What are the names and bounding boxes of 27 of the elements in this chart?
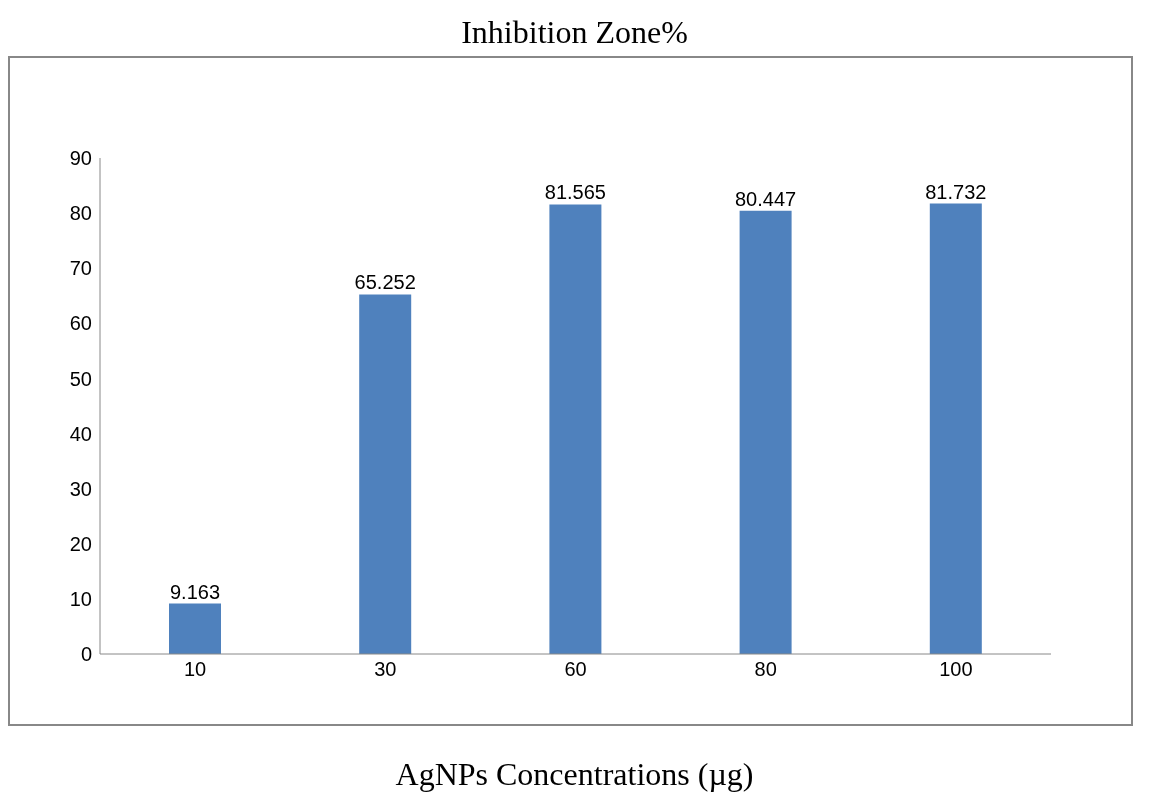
bar xyxy=(549,204,602,654)
y-tick-label: 40 xyxy=(69,422,92,445)
data-label: 9.163 xyxy=(169,580,221,603)
data-label: 81.565 xyxy=(544,181,606,204)
data-label: 65.252 xyxy=(354,271,416,294)
y-tick-label: 50 xyxy=(69,367,92,390)
y-tick-label: 90 xyxy=(69,147,92,170)
y-tick-label: 10 xyxy=(69,587,92,610)
chart-title: Inhibition Zone% xyxy=(460,13,689,52)
x-tick-label: 100 xyxy=(939,658,973,681)
x-axis-title: AgNPs Concentrations (µg) xyxy=(394,756,755,793)
bar xyxy=(169,603,221,654)
data-label: 81.732 xyxy=(925,180,987,203)
data-label: 80.447 xyxy=(735,187,797,210)
y-tick-label: 60 xyxy=(69,312,92,335)
x-tick-label: 10 xyxy=(183,658,207,681)
y-tick-label: 0 xyxy=(80,643,92,666)
y-tick-label: 70 xyxy=(69,257,92,280)
bar xyxy=(739,210,792,654)
x-tick-label: 80 xyxy=(754,658,777,681)
y-tick-label: 20 xyxy=(69,532,92,555)
y-tick-label: 80 xyxy=(69,202,92,225)
x-tick-label: 30 xyxy=(374,658,397,681)
bar xyxy=(359,294,412,654)
y-tick-label: 30 xyxy=(69,477,92,500)
x-tick-label: 60 xyxy=(564,658,587,681)
bar xyxy=(929,203,982,654)
